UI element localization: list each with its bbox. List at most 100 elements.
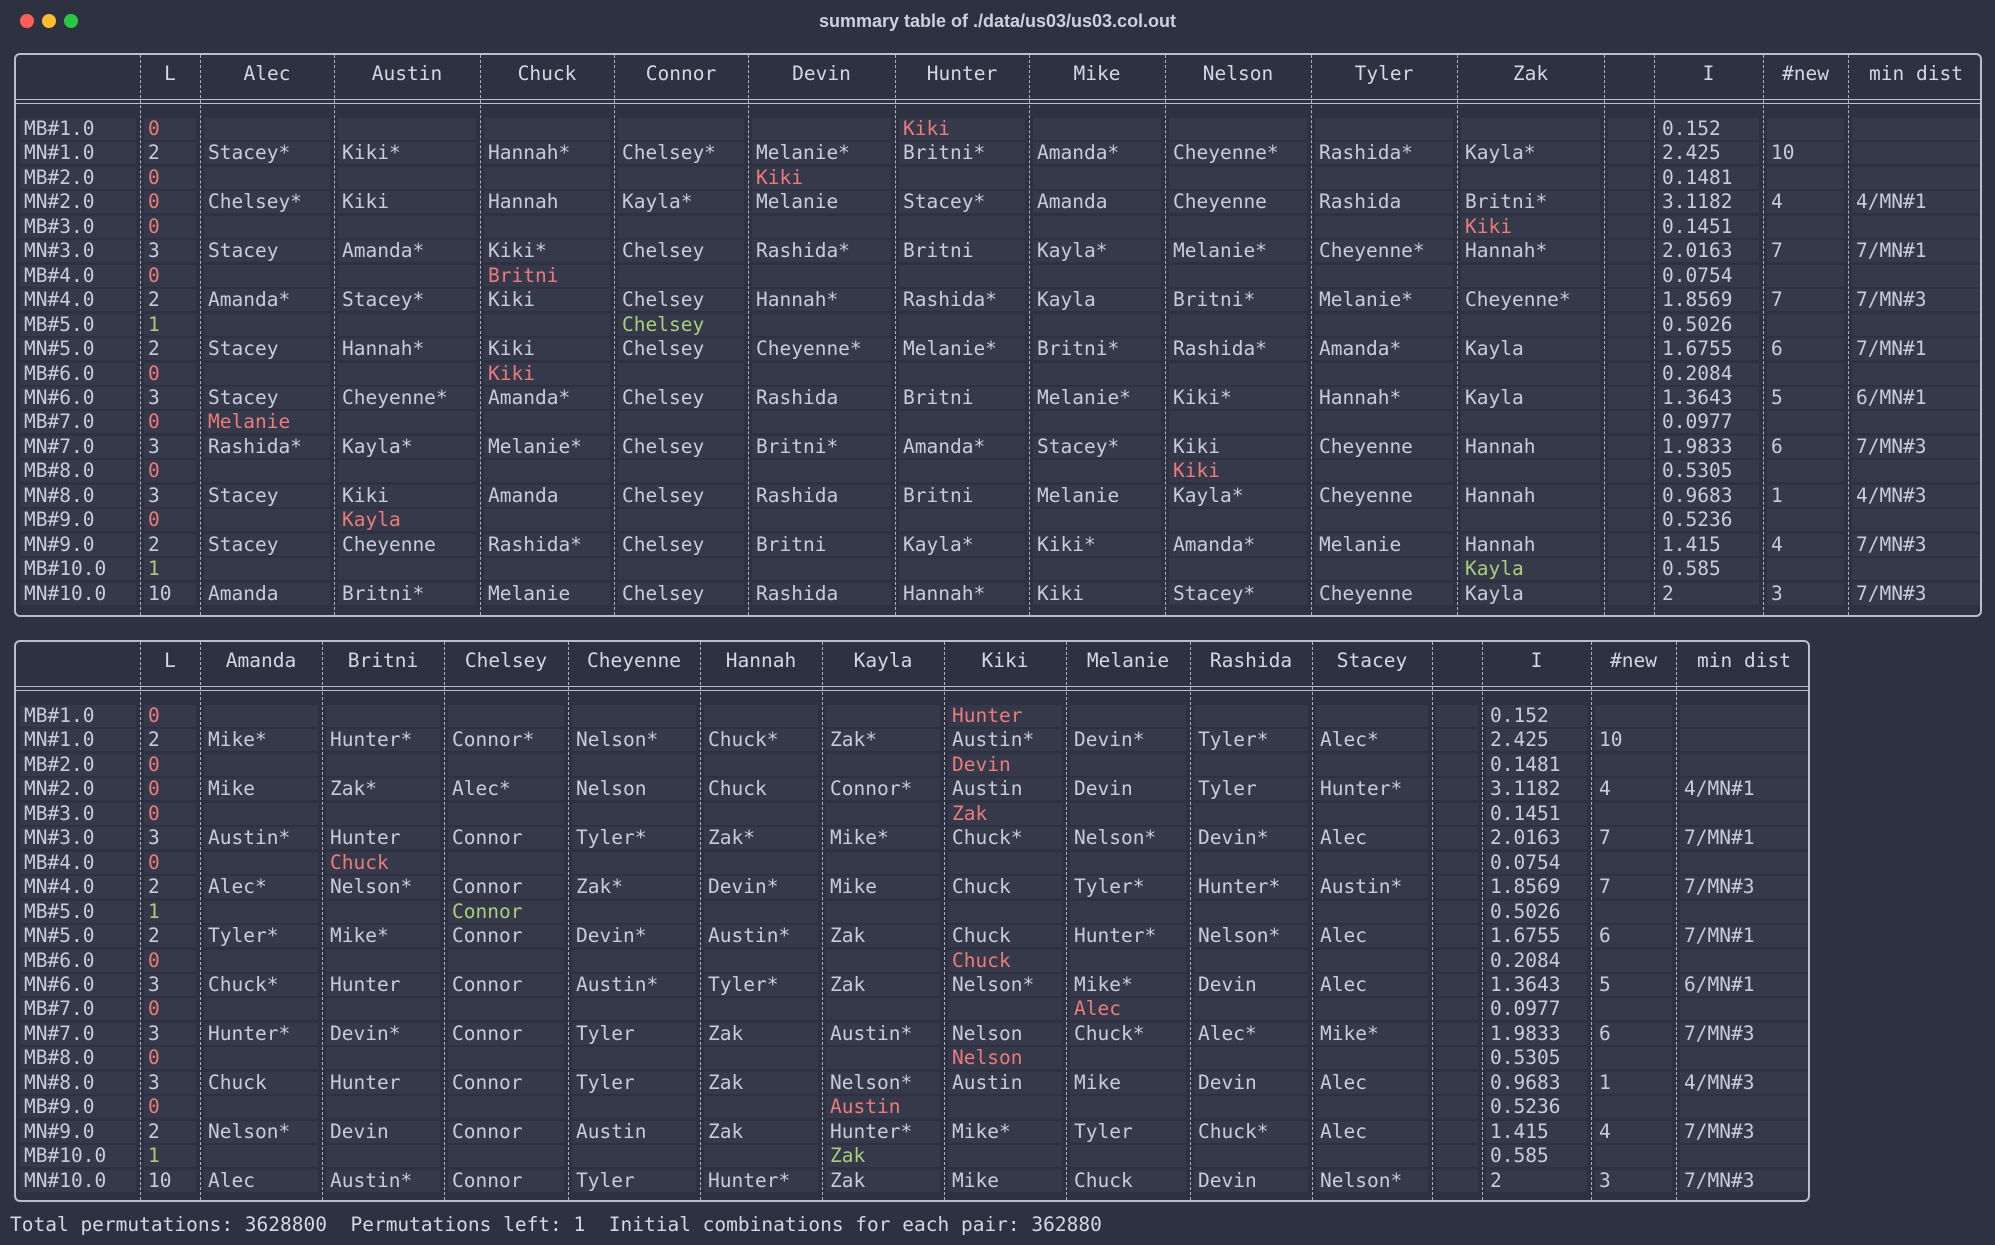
close-window-button[interactable] — [20, 14, 34, 28]
column-separator — [1190, 642, 1191, 1200]
column-header[interactable]: Britni — [347, 649, 419, 672]
pairing-cell: Connor* — [826, 778, 940, 801]
pairing-cell: Nelson* — [572, 729, 696, 752]
pairing-cell — [1316, 851, 1428, 874]
new-count — [1595, 705, 1672, 727]
row-l-value: 3 — [144, 827, 196, 850]
pairing-cell: Devin* — [1070, 729, 1186, 752]
pairing-cell — [326, 998, 440, 1021]
pairing-cell — [338, 118, 476, 140]
pairing-cell — [572, 949, 696, 972]
column-header[interactable]: Austin — [371, 62, 443, 85]
pairing-cell — [204, 705, 318, 727]
pairing-cell — [1033, 215, 1161, 238]
column-header[interactable] — [16, 59, 140, 89]
column-header[interactable]: Chuck — [517, 62, 577, 85]
pairing-cell — [484, 509, 610, 532]
row-label: MB#2.0 — [20, 166, 136, 189]
pairing-cell — [326, 1047, 440, 1070]
column-header[interactable]: Alec — [243, 62, 291, 85]
column-header[interactable]: I — [1702, 62, 1715, 85]
row-l-value: 0 — [144, 362, 196, 385]
pairing-cell: Britni* — [1461, 191, 1600, 214]
row-l-value: 1 — [144, 558, 196, 581]
pairing-cell — [1194, 998, 1308, 1021]
column-header[interactable]: Stacey — [1336, 649, 1408, 672]
row-l-value: 2 — [144, 142, 196, 165]
row-l-value: 2 — [144, 876, 196, 899]
pairing-cell — [326, 1096, 440, 1119]
column-header[interactable]: Nelson — [1202, 62, 1274, 85]
header-separator — [16, 686, 1808, 691]
pairing-cell — [1315, 558, 1453, 581]
maximize-window-button[interactable] — [64, 14, 78, 28]
pairing-cell: Connor — [448, 925, 564, 948]
column-header[interactable]: Kayla — [853, 649, 913, 672]
column-header[interactable]: Zak — [1512, 62, 1549, 85]
column-header[interactable] — [1432, 646, 1482, 676]
column-separator — [1763, 55, 1764, 615]
min-dist — [1852, 460, 1980, 483]
column-header[interactable]: Tyler — [1354, 62, 1414, 85]
column-header[interactable]: L — [164, 649, 176, 672]
column-header[interactable] — [1604, 59, 1654, 89]
column-header[interactable]: L — [164, 62, 176, 85]
info-value: 0.152 — [1658, 118, 1759, 140]
column-header[interactable]: Mike — [1073, 62, 1121, 85]
pairing-cell: Amanda* — [338, 240, 476, 263]
column-header[interactable]: Rashida — [1209, 649, 1293, 672]
column-header[interactable]: min dist — [1697, 649, 1791, 672]
column-header[interactable] — [16, 646, 140, 676]
column-header[interactable]: Hunter — [926, 62, 998, 85]
pairing-cell — [484, 215, 610, 238]
spacer-cell — [1608, 411, 1650, 434]
pairing-cell: Tyler* — [572, 827, 696, 850]
pairing-cell: Kiki — [899, 118, 1025, 140]
spacer-cell — [1608, 313, 1650, 336]
column-header[interactable]: #new — [1782, 62, 1829, 85]
pairing-cell — [1033, 558, 1161, 581]
row-label: MB#4.0 — [20, 851, 136, 874]
pairing-cell: Chuck* — [704, 729, 818, 752]
column-header[interactable]: Kiki — [981, 649, 1029, 672]
spacer-cell — [1436, 1120, 1478, 1143]
pairing-cell: Britni — [899, 240, 1025, 263]
pairing-cell — [1033, 411, 1161, 434]
column-header[interactable]: Amanda — [225, 649, 297, 672]
min-dist: 4/MN#3 — [1680, 1071, 1808, 1094]
pairing-cell — [618, 509, 744, 532]
column-header[interactable]: I — [1530, 649, 1543, 672]
minimize-window-button[interactable] — [42, 14, 56, 28]
column-separator — [1457, 55, 1458, 615]
pairing-cell: Zak — [826, 1145, 940, 1168]
pairing-cell: Rashida* — [899, 289, 1025, 312]
column-header[interactable]: Devin — [792, 62, 851, 85]
pairing-cell: Melanie* — [899, 338, 1025, 361]
pairing-cell: Amanda — [1033, 191, 1161, 214]
pairing-cell — [484, 166, 610, 189]
column-header[interactable]: Cheyenne — [587, 649, 681, 672]
pairing-cell: Hunter* — [204, 1022, 318, 1045]
pairing-cell: Zak — [704, 1120, 818, 1143]
row-label: MN#10.0 — [20, 582, 136, 605]
column-header[interactable]: Melanie — [1086, 649, 1170, 672]
info-value: 0.5026 — [1658, 313, 1759, 336]
column-header[interactable]: Hannah — [725, 649, 797, 672]
pairing-cell: Alec — [1070, 998, 1186, 1021]
row-label: MB#2.0 — [20, 753, 136, 776]
column-header[interactable]: Chelsey — [464, 649, 548, 672]
pairing-cell: Alec — [1316, 827, 1428, 850]
pairing-cell: Kiki — [338, 191, 476, 214]
pairing-cell — [204, 118, 330, 140]
pairing-cell: Cheyenne — [1315, 484, 1453, 507]
column-header[interactable]: Connor — [645, 62, 717, 85]
column-header[interactable]: #new — [1610, 649, 1657, 672]
column-header[interactable]: min dist — [1869, 62, 1963, 85]
row-l-value: 3 — [144, 484, 196, 507]
pairing-cell — [1194, 949, 1308, 972]
pairing-cell: Kayla* — [899, 533, 1025, 556]
pairing-cell: Zak* — [704, 827, 818, 850]
pairing-cell: Alec — [1316, 925, 1428, 948]
spacer-cell — [1436, 998, 1478, 1021]
pairing-cell: Mike — [826, 876, 940, 899]
